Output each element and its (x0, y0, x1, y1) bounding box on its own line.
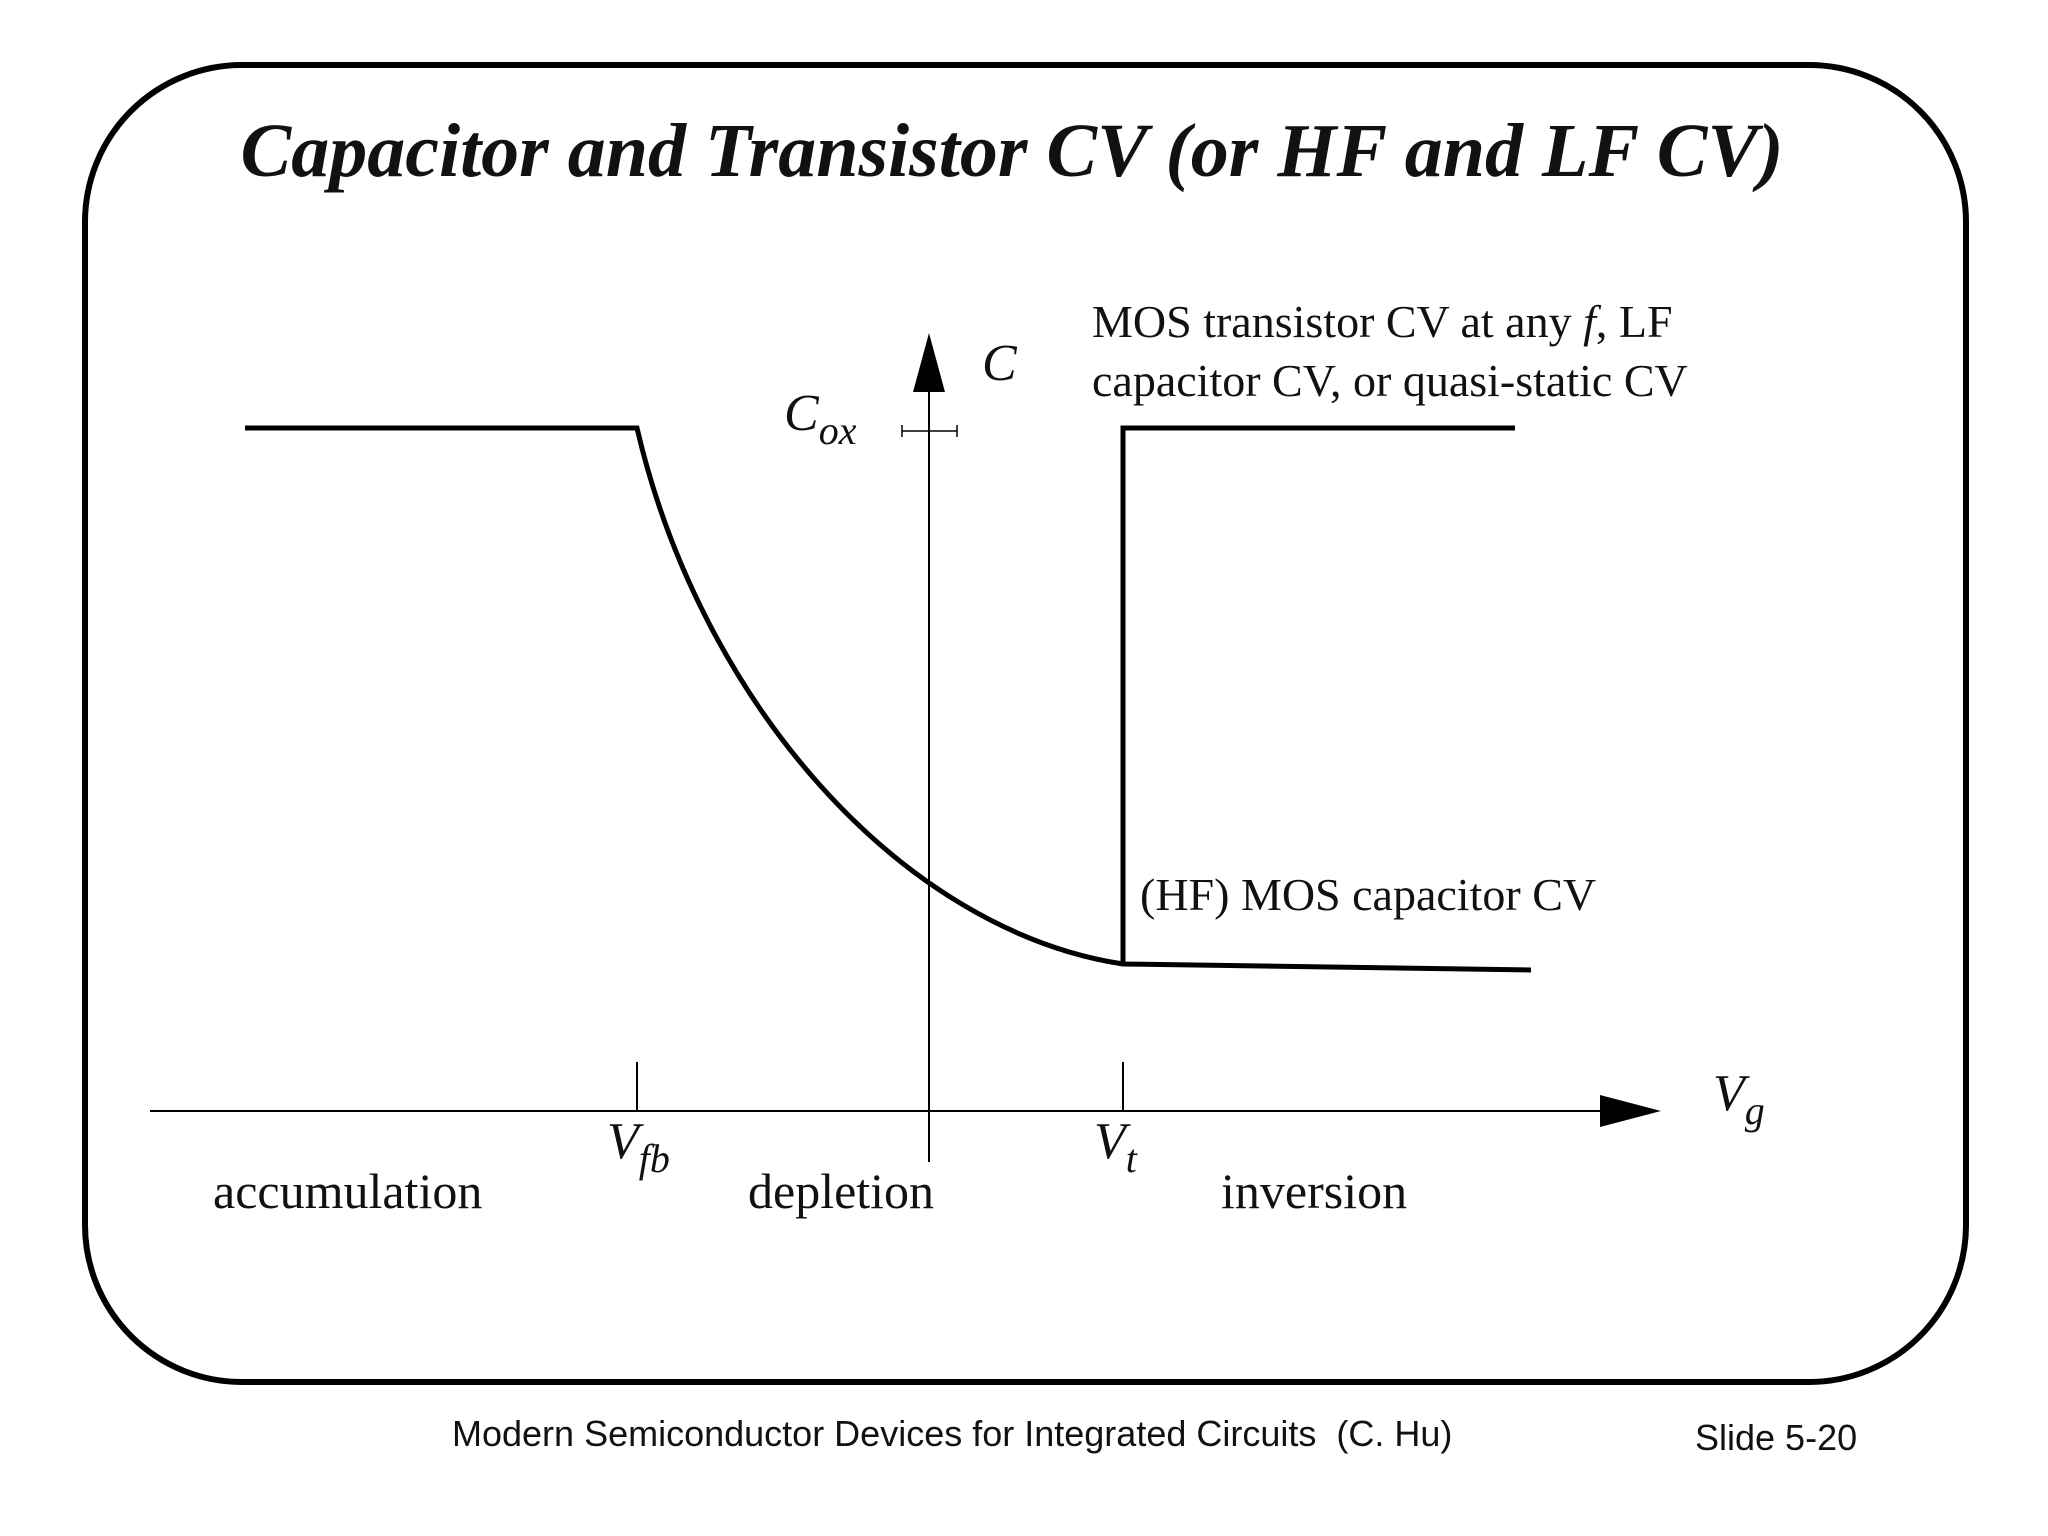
footer-slide: Slide 5-20 (1695, 1417, 1857, 1458)
lf-cv-curve (1120, 425, 1515, 964)
region-label: depletion (748, 1163, 934, 1219)
x-arrow (1600, 1095, 1661, 1127)
label-main: V (1713, 1065, 1750, 1122)
x-axis-label: Vg (1713, 1065, 1765, 1133)
vt-label: Vt (1094, 1113, 1138, 1181)
note-text: MOS transistor CV at any (1092, 296, 1583, 347)
label-main: V (1094, 1113, 1131, 1170)
hf-cv-curve (245, 425, 1532, 973)
label-main: V (607, 1113, 644, 1170)
y-arrow (913, 333, 945, 392)
label-sub: ox (819, 408, 857, 453)
label-sub: fb (639, 1136, 670, 1181)
note-text: , LF (1596, 296, 1673, 347)
upper-note: capacitor CV, or quasi-static CV (1092, 355, 1688, 406)
cox-label: Cox (784, 385, 857, 453)
footer-book: Modern Semiconductor Devices for Integra… (452, 1413, 1452, 1454)
label-main: C (784, 385, 820, 442)
title: Capacitor and Transistor CV (or HF and L… (241, 109, 1784, 193)
upper-note: MOS transistor CV at any f, LF (1092, 296, 1673, 347)
label-sub: g (1745, 1088, 1765, 1133)
vfb-label: Vfb (607, 1113, 670, 1181)
region-label: inversion (1221, 1163, 1407, 1219)
slide-frame (82, 62, 1969, 1385)
label-sub: t (1126, 1136, 1138, 1181)
lower-note: (HF) MOS capacitor CV (1140, 869, 1596, 920)
region-label: accumulation (213, 1163, 482, 1219)
y-axis-label: C (982, 335, 1018, 392)
